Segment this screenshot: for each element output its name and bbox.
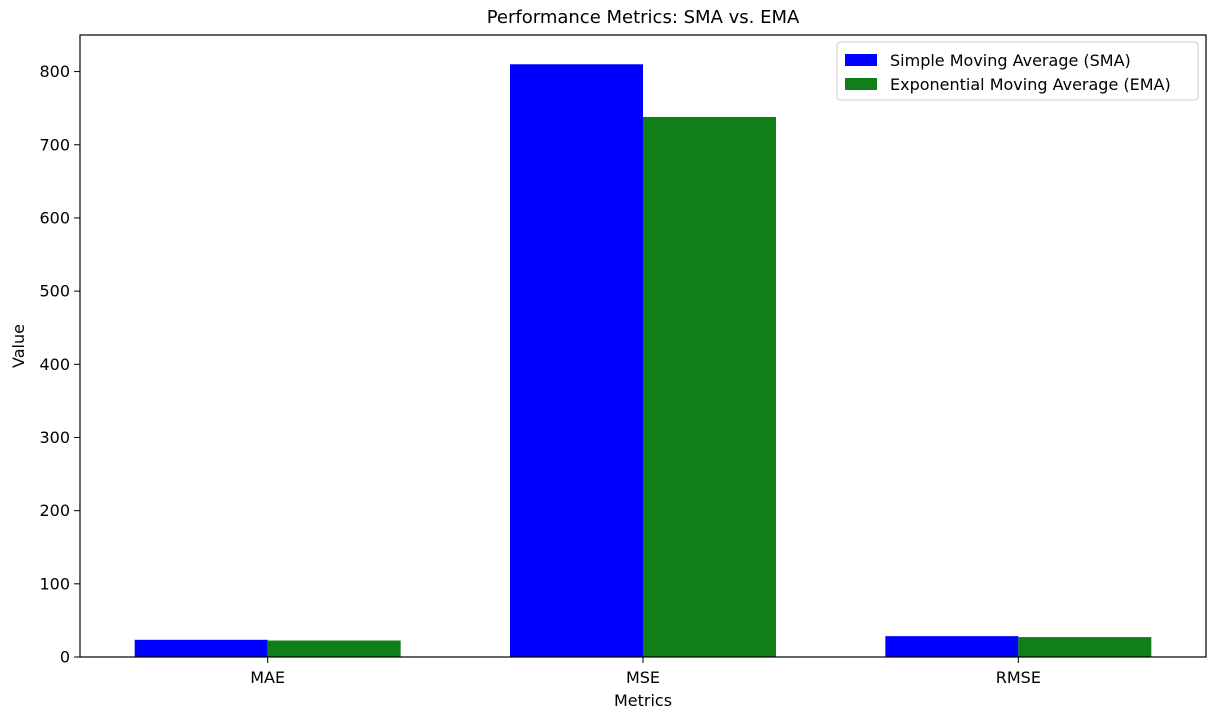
legend-swatch (845, 78, 877, 90)
bars-layer (134, 64, 1152, 658)
bar-mse-series-1 (510, 64, 643, 658)
x-axis-label: Metrics (614, 691, 672, 710)
y-tick-label: 600 (39, 208, 70, 227)
legend: Simple Moving Average (SMA) Exponential M… (836, 41, 1199, 101)
bar-mse-series-2 (643, 116, 776, 658)
x-tick-label: MAE (250, 668, 285, 687)
y-tick-label: 0 (60, 648, 70, 667)
bar-rmse-series-1 (885, 636, 1019, 657)
y-axis-label: Value (9, 324, 28, 368)
legend-label: Exponential Moving Average (EMA) (890, 75, 1171, 94)
bar-mae-series-1 (134, 639, 268, 657)
y-axis: 0 100 200 300 400 500 600 700 800 (39, 62, 80, 667)
y-tick-label: 800 (39, 62, 70, 81)
chart-title: Performance Metrics: SMA vs. EMA (487, 7, 800, 28)
y-tick-label: 700 (39, 135, 70, 154)
y-tick-label: 500 (39, 282, 70, 301)
y-tick-label: 300 (39, 428, 70, 447)
bar-mae-series-2 (267, 640, 401, 657)
y-tick-label: 100 (39, 574, 70, 593)
legend-swatch (845, 54, 877, 66)
x-tick-label: RMSE (996, 668, 1041, 687)
x-axis: MAE MSE RMSE (250, 657, 1041, 687)
y-tick-label: 200 (39, 501, 70, 520)
bar-rmse-series-2 (1018, 637, 1152, 657)
legend-label: Simple Moving Average (SMA) (890, 51, 1131, 70)
legend-box (836, 41, 1199, 101)
x-tick-label: MSE (626, 668, 660, 687)
y-tick-label: 400 (39, 355, 70, 374)
